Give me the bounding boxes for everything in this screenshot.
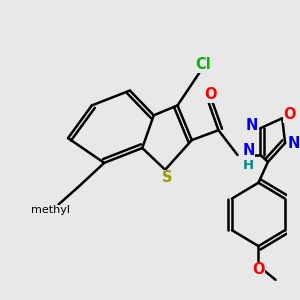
Text: S: S — [162, 170, 172, 185]
Text: O: O — [205, 87, 217, 102]
Text: Cl: Cl — [195, 57, 211, 72]
Text: O: O — [284, 107, 296, 122]
Text: N: N — [287, 136, 300, 151]
Text: N: N — [242, 143, 255, 158]
Text: N: N — [246, 118, 258, 133]
Text: H: H — [242, 159, 253, 172]
Text: methyl: methyl — [32, 206, 70, 215]
Text: O: O — [252, 262, 265, 278]
